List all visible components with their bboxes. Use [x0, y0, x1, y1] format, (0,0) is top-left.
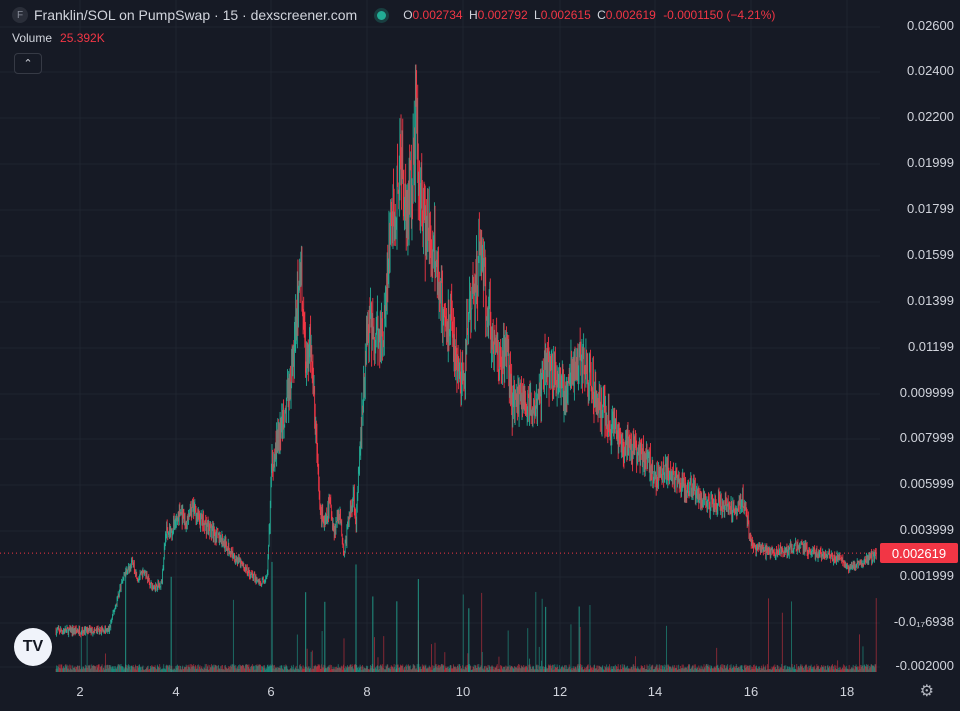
collapse-legend-button[interactable]: ⌃ — [14, 53, 42, 74]
y-tick-label: -0.0₁₇6938 — [893, 614, 954, 629]
x-tick-label: 12 — [552, 684, 568, 699]
y-tick-label: 0.007999 — [899, 430, 954, 445]
change-value: -0.0001150 (−4.21%) — [663, 8, 776, 22]
y-tick-label: 0.009999 — [899, 385, 954, 400]
volume-label: Volume — [12, 31, 53, 45]
y-tick-label: 0.02400 — [907, 63, 954, 78]
x-tick-label: 10 — [455, 684, 471, 699]
y-tick-label: 0.01399 — [907, 293, 954, 308]
tradingview-logo[interactable]: TV — [14, 628, 52, 666]
chevron-up-icon: ⌃ — [23, 58, 33, 70]
y-tick-label: 0.02600 — [907, 18, 954, 33]
chart-title: Franklin/SOL on PumpSwap · 15 · dexscree… — [34, 7, 358, 23]
y-tick-label: 0.01599 — [907, 247, 954, 262]
y-tick-label: 0.01999 — [907, 155, 954, 170]
y-tick-label: 0.01199 — [907, 339, 954, 354]
low-value: 0.002615 — [540, 8, 591, 22]
y-tick-label: -0.002000 — [895, 658, 954, 673]
x-tick-label: 2 — [76, 684, 84, 699]
y-tick-label: 0.005999 — [899, 476, 954, 491]
volume-value: 25.392K — [60, 31, 105, 45]
y-tick-label: 0.02200 — [907, 109, 954, 124]
volume-legend: Volume 25.392K — [12, 31, 105, 45]
close-value: 0.002619 — [605, 8, 656, 22]
volume-bars — [55, 561, 877, 672]
x-tick-label: 6 — [267, 684, 275, 699]
x-tick-label: 8 — [363, 684, 371, 699]
ohlc-values: O0.002734 H0.002792 L0.002615 C0.002619 … — [403, 8, 776, 22]
market-status-dot[interactable] — [377, 10, 387, 20]
candles — [55, 64, 877, 638]
x-tick-label: 16 — [743, 684, 759, 699]
y-tick-label: 0.001999 — [899, 568, 954, 583]
x-tick-label: 4 — [172, 684, 180, 699]
chart-legend: F Franklin/SOL on PumpSwap · 15 · dexscr… — [12, 6, 775, 24]
gear-icon[interactable]: ⚙ — [919, 683, 934, 700]
y-tick-label: 0.003999 — [899, 522, 954, 537]
open-value: 0.002734 — [412, 8, 463, 22]
y-tick-label: 0.01799 — [907, 201, 954, 216]
current-price-tag: 0.002619 — [880, 543, 958, 564]
x-tick-label: 14 — [647, 684, 663, 699]
x-tick-label: 18 — [839, 684, 855, 699]
high-value: 0.002792 — [477, 8, 528, 22]
symbol-badge[interactable]: F — [12, 7, 28, 23]
